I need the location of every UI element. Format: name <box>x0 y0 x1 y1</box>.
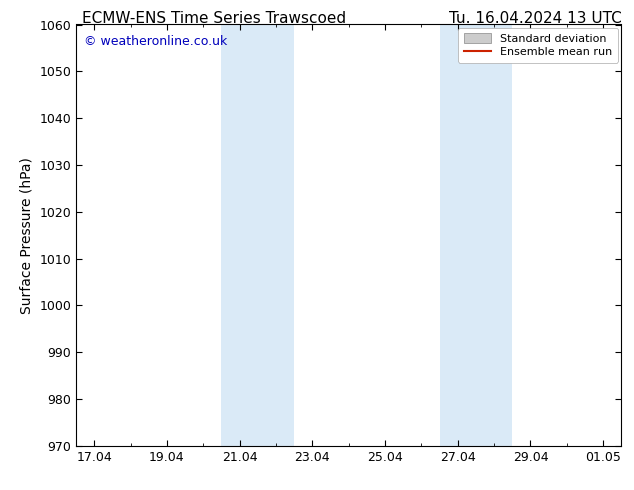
Text: Tu. 16.04.2024 13 UTC: Tu. 16.04.2024 13 UTC <box>449 11 621 26</box>
Y-axis label: Surface Pressure (hPa): Surface Pressure (hPa) <box>20 157 34 314</box>
Bar <box>439 24 512 446</box>
Text: © weatheronline.co.uk: © weatheronline.co.uk <box>84 35 228 48</box>
Text: ECMW-ENS Time Series Trawscoed: ECMW-ENS Time Series Trawscoed <box>82 11 347 26</box>
Legend: Standard deviation, Ensemble mean run: Standard deviation, Ensemble mean run <box>458 28 618 63</box>
Bar <box>221 24 294 446</box>
